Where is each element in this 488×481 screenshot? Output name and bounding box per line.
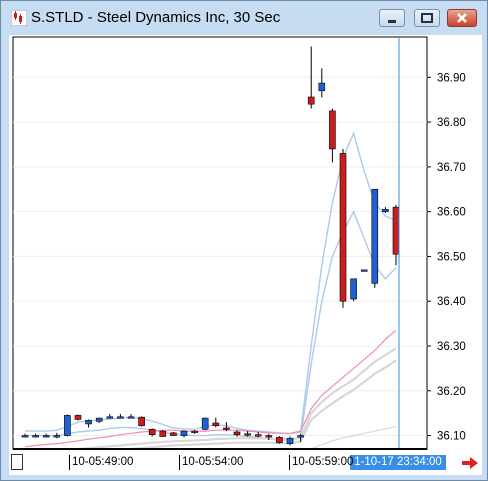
candle-up [117, 416, 124, 419]
window-title: S.STLD - Steel Dynamics Inc, 30 Sec [31, 9, 281, 26]
x-tick-label: 10-05:59:00 [289, 455, 353, 470]
maximize-button[interactable] [414, 9, 440, 27]
candle-up [32, 435, 39, 438]
candle-down [212, 422, 220, 427]
candle-up [127, 416, 135, 419]
candle-down [276, 437, 283, 444]
candle-up [360, 269, 368, 272]
title-bar[interactable]: S.STLD - Steel Dynamics Inc, 30 Sec [1, 1, 487, 35]
candle-up [201, 417, 209, 430]
candle-up [318, 82, 326, 92]
y-tick-label: 36.60 [437, 207, 466, 219]
candle-up [106, 416, 114, 419]
chart-area[interactable]: 36.90 36.80 36.70 36.60 36.50 36.40 36.30 36.20… [9, 35, 482, 475]
cursor-time-label: 1-10-17 23:34:00 [350, 455, 446, 470]
x-tick-label: 10-05:49:00 [69, 455, 133, 470]
candle-down [74, 415, 82, 420]
y-tick-label: 36.90 [437, 72, 466, 84]
y-tick-label: 36.70 [437, 162, 466, 174]
x-tick-label: 10-05:54:00 [179, 455, 243, 470]
candle-down [170, 432, 177, 436]
ma-line [303, 426, 397, 455]
candle-up [382, 209, 389, 212]
close-button[interactable] [447, 9, 477, 27]
candle-down [223, 427, 230, 430]
candle-down [159, 430, 167, 437]
minimize-icon [388, 20, 396, 23]
scroll-position-box[interactable] [11, 454, 23, 470]
y-tick-label: 36.80 [437, 117, 466, 129]
chart-icon [11, 10, 27, 26]
plot-frame [12, 36, 428, 450]
candle-up [180, 430, 188, 436]
y-tick-label: 36.50 [437, 251, 466, 263]
candle-down [392, 206, 400, 255]
right-arrow-icon[interactable] [461, 455, 479, 471]
candle-up [286, 437, 294, 444]
minimize-button[interactable] [379, 9, 405, 27]
ma-line [25, 210, 397, 441]
candle-down [339, 153, 347, 302]
candle-down [307, 96, 315, 105]
candle-up [350, 278, 357, 300]
candle-up [64, 415, 71, 436]
ma-line [24, 329, 397, 448]
candle-down [191, 430, 198, 433]
time-axis-bar: 1-10-17 23:34:00 10-05:49:00 10-05:54:00 1… [9, 450, 482, 475]
candle-down [265, 435, 273, 438]
y-tick-label: 36.20 [437, 386, 466, 398]
candle-up [42, 435, 50, 438]
candle-down [254, 434, 262, 437]
candle-down [244, 433, 251, 436]
candle-up [21, 435, 29, 438]
y-tick-label: 36.30 [437, 341, 466, 353]
candle-up [53, 435, 61, 438]
close-icon [457, 13, 467, 23]
candle-down [233, 431, 241, 435]
candle-up [371, 188, 379, 284]
candle-up [85, 420, 92, 425]
candle-up [95, 417, 103, 422]
candle-down [148, 428, 156, 435]
candle-down [329, 110, 336, 150]
maximize-icon [421, 13, 433, 23]
price-chart[interactable]: 36.90 36.80 36.70 36.60 36.50 36.40 36.30 36.20… [9, 35, 482, 455]
y-tick-label: 36.40 [437, 296, 466, 308]
y-tick-label: 36.10 [437, 431, 466, 443]
candle-down [138, 416, 145, 427]
candle-up [297, 435, 304, 438]
